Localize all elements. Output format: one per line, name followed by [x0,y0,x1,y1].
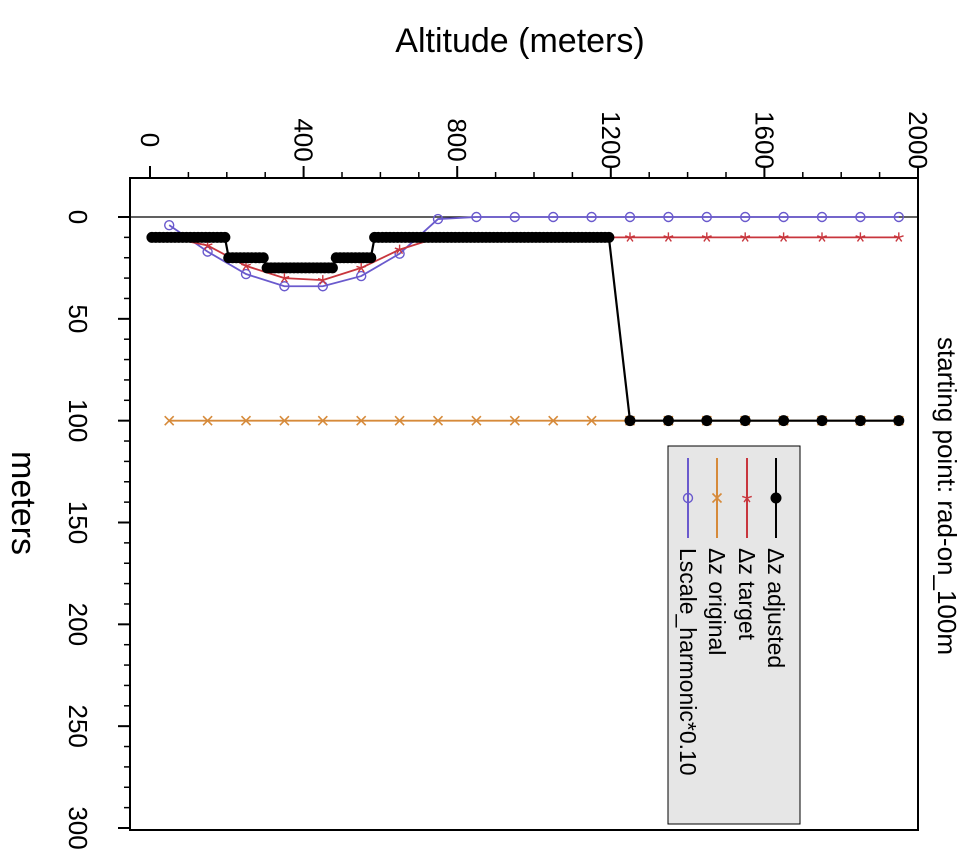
data-point [548,415,559,426]
data-point [394,244,405,255]
data-point [471,211,482,223]
data-point [711,492,723,504]
series-line [169,236,899,282]
series-layer [146,211,905,427]
data-point [317,281,328,292]
data-point [279,281,290,292]
data-point [356,270,367,282]
data-point [432,415,444,426]
data-point [163,219,175,231]
data-point [816,211,828,223]
data-point [893,232,904,242]
data-point [164,415,175,426]
y-tick-label: 150 [63,501,93,544]
data-point [279,273,290,283]
x-tick-label: 400 [289,118,319,161]
series-0 [146,231,905,427]
y-tick-label: 300 [63,806,93,849]
data-point [356,262,367,273]
legend-box [667,445,801,825]
data-point [356,415,367,426]
data-point [317,415,328,426]
data-point [586,211,597,223]
data-point [548,211,559,223]
legend-label: Lscale_harmonic*0.10 [675,548,701,776]
data-point [624,415,636,427]
data-point [625,232,635,242]
x-axis: 0 400 800 1200 1600 2000 [135,111,933,178]
data-point [257,252,269,264]
data-point [770,492,782,504]
data-point [682,492,694,504]
plot-frame [129,177,919,831]
data-point [742,493,752,503]
data-point [202,246,213,257]
data-point [740,211,751,223]
data-point [893,211,904,223]
legend-label: Δz target [734,548,760,641]
data-point [855,211,866,223]
data-point [279,415,290,426]
x-tick-label: 800 [442,118,472,161]
data-point [202,240,213,250]
data-point [778,232,789,242]
data-point [701,415,713,427]
y-tick-label: 250 [63,704,93,747]
x-tick-label: 1600 [749,111,779,169]
data-point [893,415,905,427]
data-point [701,211,712,223]
data-point [663,211,674,223]
legend-entry: Δz target [734,458,760,641]
data-point [394,415,405,426]
data-point [662,415,674,427]
data-point [471,415,482,426]
y-tick-label: 0 [63,210,93,224]
x-axis-title: Altitude (meters) [395,22,644,60]
data-point [240,415,252,426]
data-point [854,415,866,427]
data-point [240,268,252,280]
x-tick-label: 0 [135,133,165,147]
y-axis: 0 50 100 150 200 250 300 [63,210,130,850]
series-3 [163,211,904,292]
data-point [663,232,674,242]
y-tick-label: 100 [63,399,93,442]
data-point [586,415,597,426]
data-point [817,232,827,242]
x-tick-label: 2000 [903,111,933,169]
legend-entry: Δz original [704,458,730,655]
data-point [624,211,636,223]
data-point [509,415,520,426]
legend-entry: Δz adjusted [763,458,789,668]
data-point [739,415,751,427]
data-point [432,213,444,225]
data-point [241,260,251,271]
data-point [219,231,231,243]
data-point [603,231,615,243]
legend-label: Δz original [704,548,730,655]
series-line [168,216,899,288]
y-tick-label: 200 [63,603,93,646]
legend-label: Δz adjusted [763,548,789,668]
data-point [509,211,520,223]
data-point [326,262,338,274]
data-point [740,232,751,242]
data-point [778,211,789,223]
data-point [816,415,828,427]
data-point [365,252,377,264]
legend-entry: Lscale_harmonic*0.10 [675,458,701,776]
data-point [855,232,866,242]
chart-subtitle: starting point: rad-on_100m [932,337,962,655]
x-tick-label: 1200 [596,111,626,169]
data-point [701,232,712,242]
data-point [778,415,790,427]
data-point [202,415,213,426]
y-axis-title: meters [4,451,42,555]
data-point [317,275,328,285]
y-tick-label: 50 [63,304,93,333]
